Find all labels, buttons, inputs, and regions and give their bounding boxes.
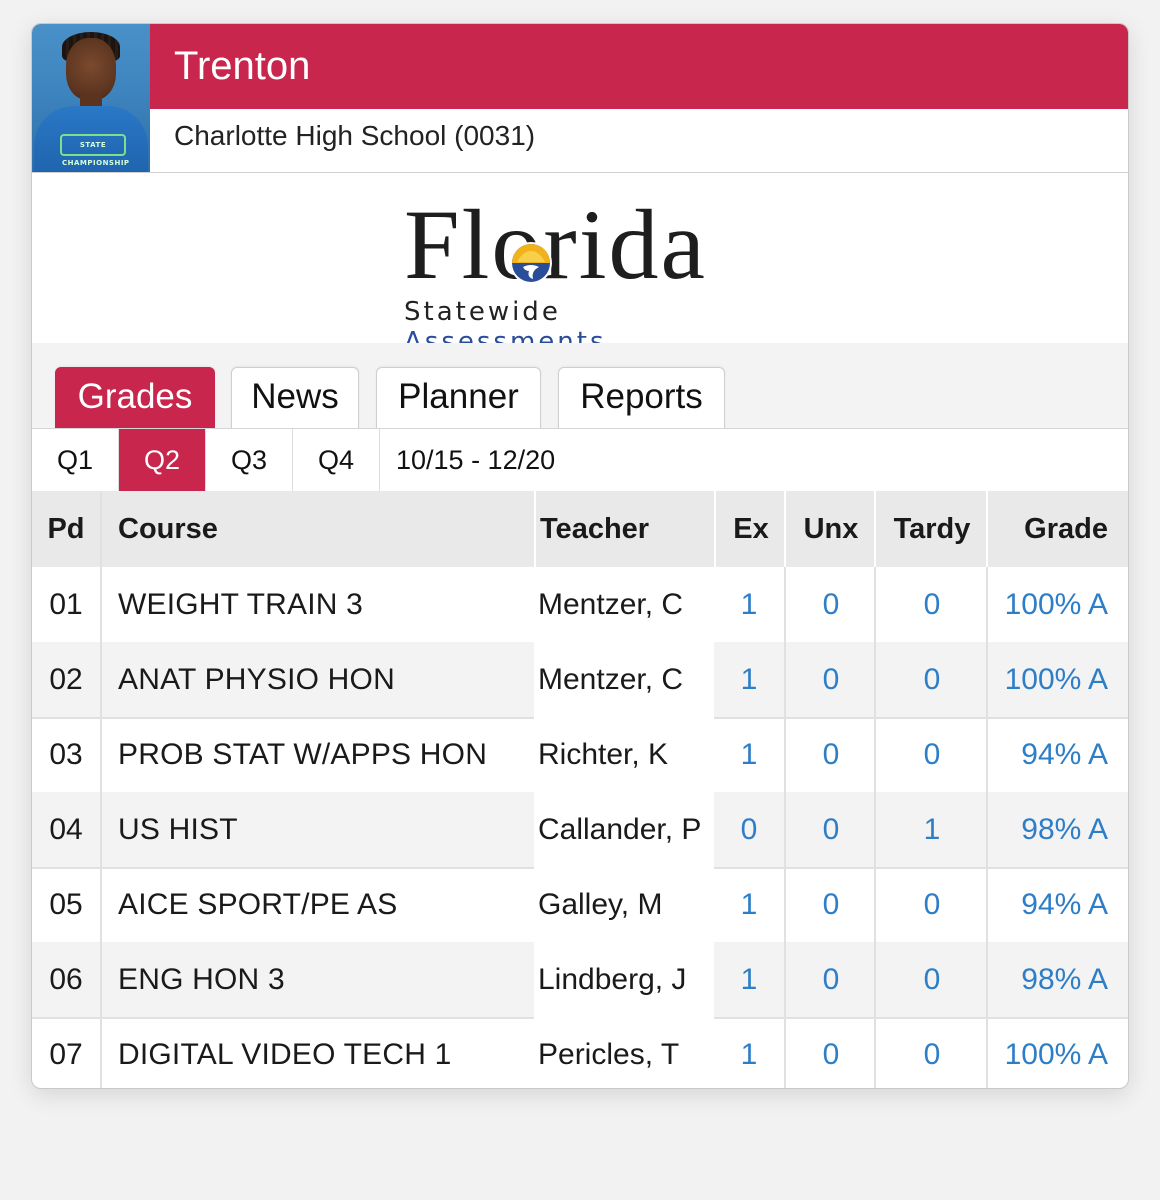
row-course: AICE SPORT/PE AS: [118, 887, 398, 921]
row-excused-link[interactable]: 1: [740, 962, 758, 996]
row-grade-link[interactable]: 98% A: [986, 792, 1128, 867]
row-teacher: Callander, P: [534, 792, 714, 867]
row-tardy-link[interactable]: 0: [874, 1017, 988, 1088]
header-divider: [32, 172, 1128, 173]
row-unexcused-link[interactable]: 0: [784, 942, 876, 1017]
header-grade[interactable]: Grade: [986, 491, 1128, 567]
student-name: Trenton: [174, 44, 311, 88]
row-tardy-link[interactable]: 0: [874, 867, 988, 942]
photo-shirt-graphic: STATE CHAMPIONSHIP: [60, 134, 129, 167]
row-excused-link[interactable]: 1: [740, 737, 758, 771]
quarter-q2[interactable]: Q2: [119, 429, 206, 491]
table-header-row: Pd Course Teacher Ex Unx Tardy Grade: [32, 491, 1128, 567]
fsa-logo: Florida Statewide Assessments: [32, 173, 1128, 357]
table-row: 02 ANAT PHYSIO HON Mentzer, C 1 0 0 100%…: [32, 642, 1128, 719]
logo-sun-icon: [510, 242, 552, 284]
tab-reports[interactable]: Reports: [558, 367, 725, 428]
quarter-q1[interactable]: Q1: [32, 429, 119, 491]
row-tardy-link[interactable]: 0: [874, 642, 988, 717]
quarter-q3[interactable]: Q3: [206, 429, 293, 491]
row-grade-link[interactable]: 98% A: [986, 942, 1128, 1017]
row-tardy-link[interactable]: 0: [874, 717, 988, 792]
tab-planner[interactable]: Planner: [376, 367, 541, 428]
row-excused-link[interactable]: 1: [740, 887, 758, 921]
logo-subtitle-statewide: Statewide: [404, 297, 561, 327]
row-teacher: Galley, M: [534, 867, 714, 942]
row-course: PROB STAT W/APPS HON: [118, 737, 488, 771]
row-period: 01: [32, 567, 102, 642]
row-grade-link[interactable]: 100% A: [986, 567, 1128, 642]
row-teacher: Lindberg, J: [534, 942, 714, 1017]
row-grade-link[interactable]: 94% A: [986, 867, 1128, 942]
row-unexcused-link[interactable]: 0: [784, 717, 876, 792]
main-tabs: Grades News Planner Reports: [32, 343, 1128, 428]
student-header: STATE CHAMPIONSHIP Trenton Charlotte Hig…: [32, 24, 1128, 172]
row-tardy-link[interactable]: 0: [874, 567, 988, 642]
name-bar: Trenton: [150, 24, 1128, 109]
row-period: 03: [32, 717, 102, 792]
table-row: 03 PROB STAT W/APPS HON Richter, K 1 0 0…: [32, 717, 1128, 794]
student-card: STATE CHAMPIONSHIP Trenton Charlotte Hig…: [31, 23, 1129, 1089]
row-period: 07: [32, 1017, 102, 1088]
header-course[interactable]: Course: [118, 512, 218, 545]
row-unexcused-link[interactable]: 0: [784, 1017, 876, 1088]
table-row: 07 DIGITAL VIDEO TECH 1 Pericles, T 1 0 …: [32, 1017, 1128, 1088]
school-name: Charlotte High School (0031): [174, 120, 536, 151]
row-period: 06: [32, 942, 102, 1017]
row-grade-link[interactable]: 100% A: [986, 1017, 1128, 1088]
quarter-selector: Q1 Q2 Q3 Q4 10/15 - 12/20: [32, 428, 1128, 492]
row-unexcused-link[interactable]: 0: [784, 642, 876, 717]
row-teacher: Pericles, T: [534, 1017, 714, 1088]
row-excused-link[interactable]: 1: [740, 662, 758, 696]
row-course: US HIST: [118, 812, 238, 846]
row-period: 05: [32, 867, 102, 942]
row-course: ANAT PHYSIO HON: [118, 662, 395, 696]
row-teacher: Richter, K: [534, 717, 714, 792]
header-unx[interactable]: Unx: [784, 491, 876, 567]
row-course: WEIGHT TRAIN 3: [118, 587, 364, 621]
tab-news[interactable]: News: [231, 367, 359, 428]
row-period: 02: [32, 642, 102, 717]
row-teacher: Mentzer, C: [534, 642, 714, 717]
row-tardy-link[interactable]: 0: [874, 942, 988, 1017]
header-ex[interactable]: Ex: [714, 491, 786, 567]
logo-wordmark: Florida: [404, 189, 707, 300]
table-row: 01 WEIGHT TRAIN 3 Mentzer, C 1 0 0 100% …: [32, 567, 1128, 644]
row-course: DIGITAL VIDEO TECH 1: [118, 1037, 452, 1071]
table-row: 05 AICE SPORT/PE AS Galley, M 1 0 0 94% …: [32, 867, 1128, 944]
row-excused-link[interactable]: 1: [740, 1037, 758, 1071]
row-unexcused-link[interactable]: 0: [784, 792, 876, 867]
row-course: ENG HON 3: [118, 962, 285, 996]
row-unexcused-link[interactable]: 0: [784, 567, 876, 642]
photo-shirt: [34, 106, 148, 172]
photo-face: [66, 38, 116, 100]
student-photo: STATE CHAMPIONSHIP: [32, 24, 150, 172]
row-tardy-link[interactable]: 1: [874, 792, 988, 867]
tab-grades[interactable]: Grades: [55, 367, 215, 428]
table-row: 04 US HIST Callander, P 0 0 1 98% A: [32, 792, 1128, 869]
row-excused-link[interactable]: 0: [740, 812, 758, 846]
row-grade-link[interactable]: 100% A: [986, 642, 1128, 717]
row-teacher: Mentzer, C: [534, 567, 714, 642]
header-pd[interactable]: Pd: [32, 491, 102, 567]
row-unexcused-link[interactable]: 0: [784, 867, 876, 942]
header-tardy[interactable]: Tardy: [874, 491, 988, 567]
table-row: 06 ENG HON 3 Lindberg, J 1 0 0 98% A: [32, 942, 1128, 1019]
quarter-date-range: 10/15 - 12/20: [396, 445, 556, 475]
row-excused-link[interactable]: 1: [740, 587, 758, 621]
row-period: 04: [32, 792, 102, 867]
header-teacher[interactable]: Teacher: [534, 491, 714, 567]
row-grade-link[interactable]: 94% A: [986, 717, 1128, 792]
quarter-q4[interactable]: Q4: [293, 429, 380, 491]
